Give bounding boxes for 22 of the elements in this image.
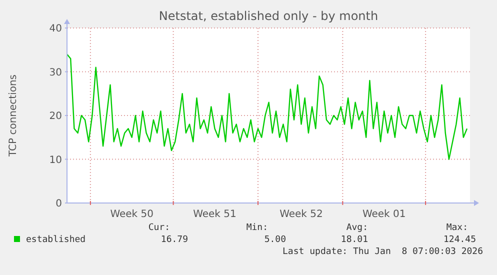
legend-label: established — [26, 235, 86, 245]
x-tick-label: Week 01 — [362, 209, 406, 220]
y-tick-label: 30 — [49, 67, 62, 78]
text: Last update: Thu Jan 8 07:00:03 2026 — [282, 247, 483, 257]
text: 5.00 — [264, 235, 286, 245]
line-series — [66, 54, 468, 160]
x-tick-label: Week 50 — [110, 209, 154, 220]
chart-title: Netstat, established only - by month — [158, 9, 378, 23]
y-tick-label: 0 — [56, 198, 62, 210]
text: 18.01 — [340, 235, 368, 245]
y-tick-label: 10 — [49, 154, 62, 166]
y-axis-title: TCP connections — [8, 74, 19, 158]
text: Max: — [446, 223, 468, 233]
x-tick-label: Week 51 — [193, 209, 236, 220]
y-tick-label: 20 — [49, 111, 62, 122]
text: Cur: — [148, 223, 170, 233]
text: Avg: — [346, 223, 368, 233]
text: Min: — [246, 223, 268, 233]
text: 124.45 — [443, 235, 476, 245]
x-tick-label: Week 52 — [280, 209, 323, 220]
y-tick-label: 40 — [49, 24, 62, 34]
text: 16.79 — [160, 235, 188, 245]
